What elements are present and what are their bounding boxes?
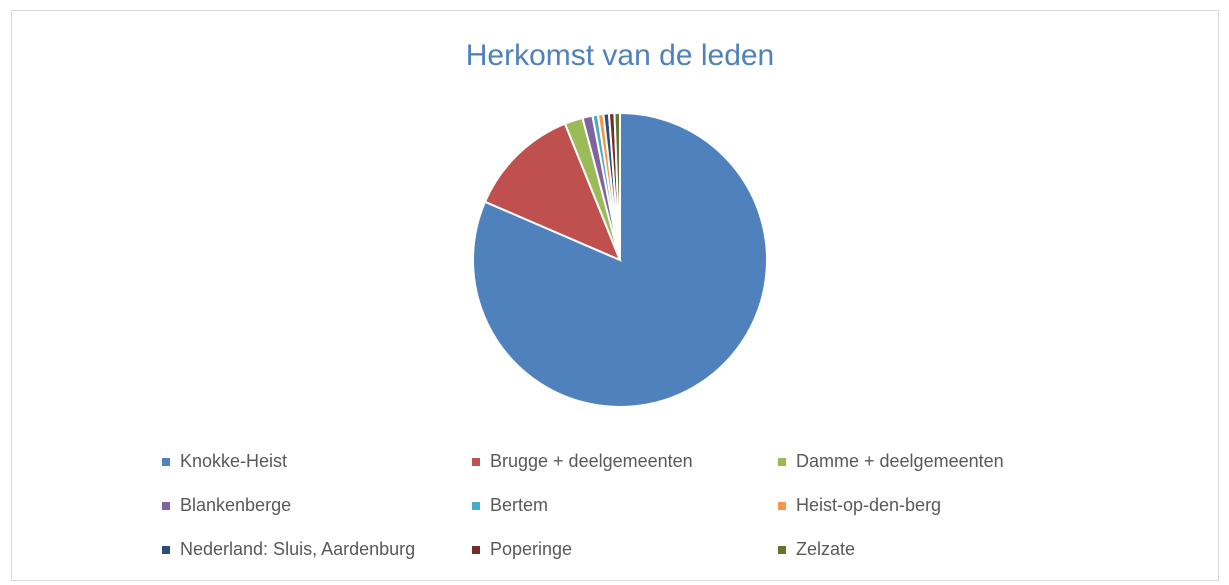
pie-slice [472,111,768,408]
legend-label: Bertem [490,495,548,515]
legend-label: Blankenberge [180,495,291,515]
legend-label: Zelzate [796,539,855,559]
legend-label: Nederland: Sluis, Aardenburg [180,539,415,559]
legend-swatch [162,458,170,466]
legend-swatch [778,546,786,554]
legend-swatch [778,502,786,510]
legend-label: Brugge + deelgemeenten [490,451,693,471]
legend-swatch [472,502,480,510]
pie-slice [483,122,622,262]
legend-swatch [472,546,480,554]
chart-title: Herkomst van de leden [466,39,775,72]
legend-swatch [778,458,786,466]
pie-slice [613,111,621,261]
legend-label: Knokke-Heist [180,451,287,471]
legend-label: Heist-op-den-berg [796,495,941,515]
legend-label: Damme + deelgemeenten [796,451,1004,471]
legend-swatch [472,458,480,466]
legend-swatch [162,502,170,510]
legend-label: Poperinge [490,539,572,559]
legend-swatch [162,546,170,554]
